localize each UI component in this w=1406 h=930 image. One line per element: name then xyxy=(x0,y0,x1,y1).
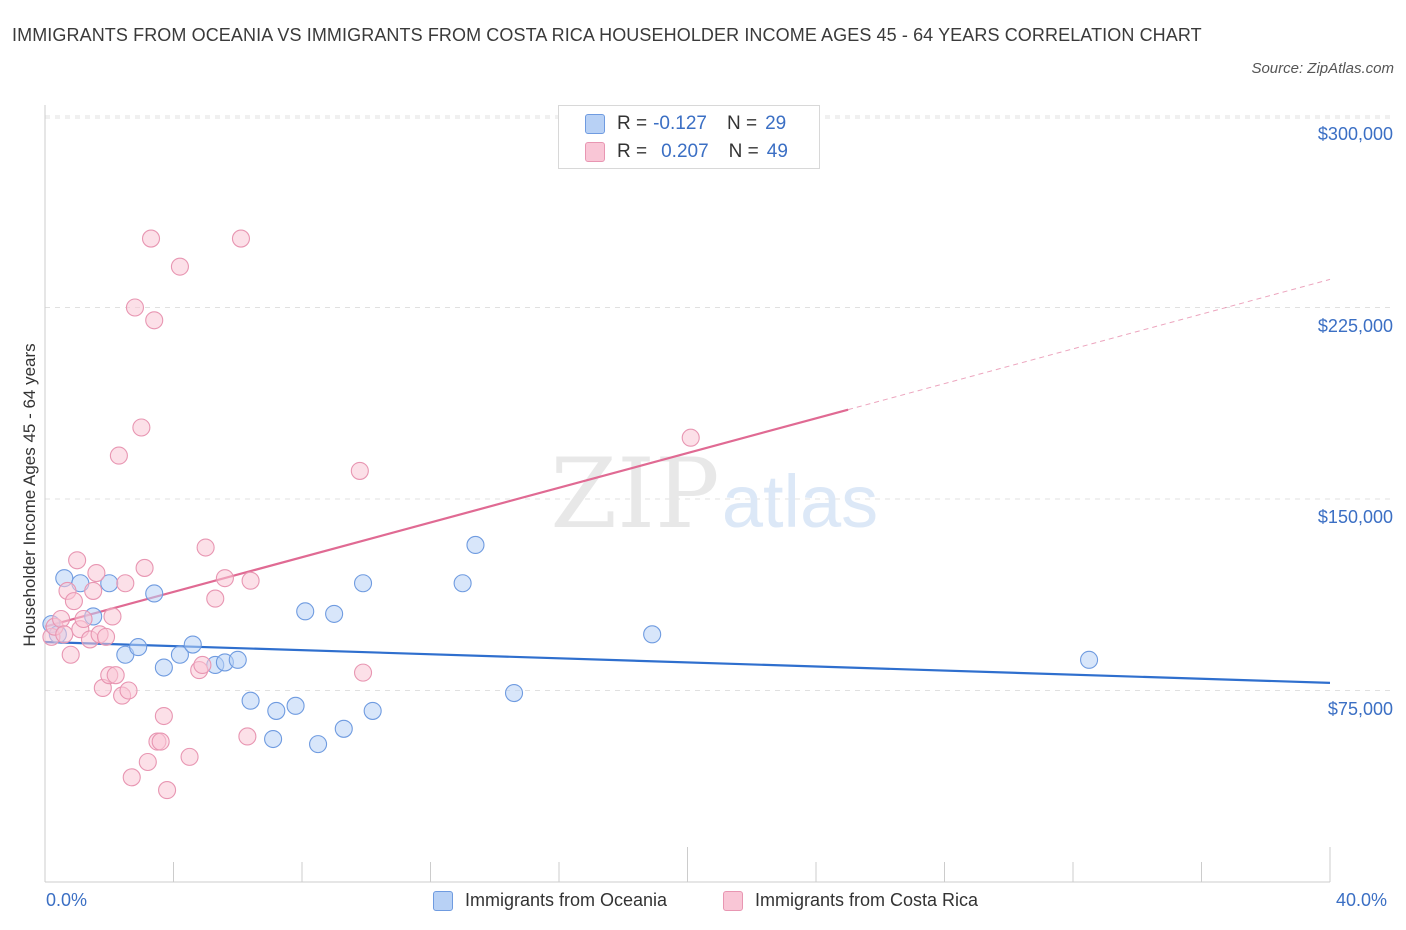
legend-item-costa-rica[interactable]: Immigrants from Costa Rica xyxy=(723,890,978,911)
watermark: ZIP atlas xyxy=(550,438,878,550)
oceania-point xyxy=(309,735,328,754)
y-tick-label: $75,000 xyxy=(1327,698,1393,719)
y-tick-label: $300,000 xyxy=(1317,124,1393,144)
n-label: N = xyxy=(726,113,758,134)
costa-rica-point xyxy=(238,727,257,746)
costa-rica-point xyxy=(138,752,157,772)
costa-rica-point xyxy=(350,461,369,480)
oceania-point xyxy=(264,729,283,749)
oceania-point xyxy=(129,638,148,657)
oceania-point xyxy=(296,602,315,621)
r-label: R = xyxy=(617,113,648,134)
trend-lines xyxy=(44,278,1331,684)
costa-rica-point xyxy=(193,655,212,675)
costa-rica-point xyxy=(116,574,135,593)
costa-rica-point xyxy=(180,747,199,766)
oceania-swatch xyxy=(433,890,453,911)
costa-rica-point xyxy=(106,666,125,685)
costa-rica-point xyxy=(145,311,164,330)
watermark-zip: ZIP xyxy=(550,438,719,550)
oceania-point xyxy=(504,684,524,703)
oceania-point xyxy=(453,574,472,593)
costa-rica-point xyxy=(61,645,80,664)
x-tick-label-max: 40.0% xyxy=(1336,890,1388,910)
oceania-point xyxy=(334,719,353,738)
oceania-point xyxy=(228,650,247,669)
costa-rica-point xyxy=(74,609,93,629)
costa-rica-point xyxy=(52,609,71,629)
n-value-oceania: 29 xyxy=(765,113,787,134)
costa-rica-point xyxy=(87,563,106,583)
chart-title: IMMIGRANTS FROM OCEANIA VS IMMIGRANTS FR… xyxy=(12,25,1202,45)
costa-rica-point xyxy=(103,607,122,626)
legend-label-oceania: Immigrants from Oceania xyxy=(465,890,668,910)
n-label: N = xyxy=(728,141,759,162)
costa-rica-point xyxy=(141,229,161,248)
gridlines xyxy=(45,115,1392,691)
costa-rica-point xyxy=(158,781,177,800)
costa-rica-point xyxy=(96,627,116,646)
costa-rica-point xyxy=(170,257,189,276)
costa-rica-point xyxy=(109,446,128,465)
costa-rica-point xyxy=(231,229,251,248)
oceania-point xyxy=(353,574,373,593)
costa-rica-point xyxy=(241,571,260,590)
r-value-costa-rica: 0.207 xyxy=(661,141,709,162)
y-tick-label: $150,000 xyxy=(1317,507,1393,527)
costa-rica-point xyxy=(196,538,215,557)
oceania-point xyxy=(643,625,662,644)
costa-rica-point xyxy=(353,663,373,682)
costa-rica-point xyxy=(215,569,234,588)
costa-rica-point xyxy=(55,625,74,644)
costa-rica-point xyxy=(122,768,141,787)
costa-rica-point xyxy=(132,418,151,437)
r-label: R = xyxy=(617,141,648,162)
costa-rica-point xyxy=(151,732,170,751)
oceania-point xyxy=(286,696,305,715)
legend-item-oceania[interactable]: Immigrants from Oceania xyxy=(433,890,667,911)
oceania-point xyxy=(1080,650,1099,669)
legend-row-oceania: R = -0.127 N = 29 xyxy=(585,113,786,135)
oceania-point xyxy=(466,535,485,555)
trend-line-0 xyxy=(44,640,1331,684)
costa-rica-point xyxy=(135,558,154,577)
legend-row-costa-rica: R = 0.207 N = 49 xyxy=(585,141,788,163)
oceania-point xyxy=(170,645,189,664)
axes xyxy=(44,105,1331,883)
oceania-swatch xyxy=(585,114,605,134)
costa-rica-point xyxy=(68,551,87,570)
correlation-legend: R = -0.127 N = 29 R = 0.207 N = 49 xyxy=(558,105,820,169)
trend-line-2 xyxy=(847,278,1331,411)
costa-rica-point xyxy=(119,681,138,700)
watermark-atlas: atlas xyxy=(722,460,878,543)
costa-rica-swatch xyxy=(723,890,743,911)
r-value-oceania: -0.127 xyxy=(653,113,707,134)
costa-rica-point xyxy=(64,592,83,611)
costa-rica-point xyxy=(154,706,173,726)
oceania-point xyxy=(363,701,382,720)
n-value-costa-rica: 49 xyxy=(766,141,788,162)
costa-rica-point xyxy=(84,581,103,600)
costa-rica-point xyxy=(681,428,700,447)
x-tick-label-min: 0.0% xyxy=(46,890,88,910)
oceania-point xyxy=(154,658,173,677)
oceania-point xyxy=(241,691,260,710)
legend-label-costa-rica: Immigrants from Costa Rica xyxy=(755,890,979,910)
oceania-point xyxy=(325,604,344,623)
costa-rica-swatch xyxy=(585,142,605,162)
oceania-point xyxy=(267,701,286,720)
series-legend: Immigrants from Oceania Immigrants from … xyxy=(0,888,1406,916)
y-tick-label: $225,000 xyxy=(1317,315,1393,336)
data-points xyxy=(42,229,1099,800)
oceania-point xyxy=(183,635,202,654)
costa-rica-point xyxy=(125,298,144,317)
source-label: Source: ZipAtlas.com xyxy=(1251,60,1394,77)
costa-rica-point xyxy=(206,589,225,608)
oceania-point xyxy=(145,584,164,603)
trend-line-1 xyxy=(44,408,849,628)
